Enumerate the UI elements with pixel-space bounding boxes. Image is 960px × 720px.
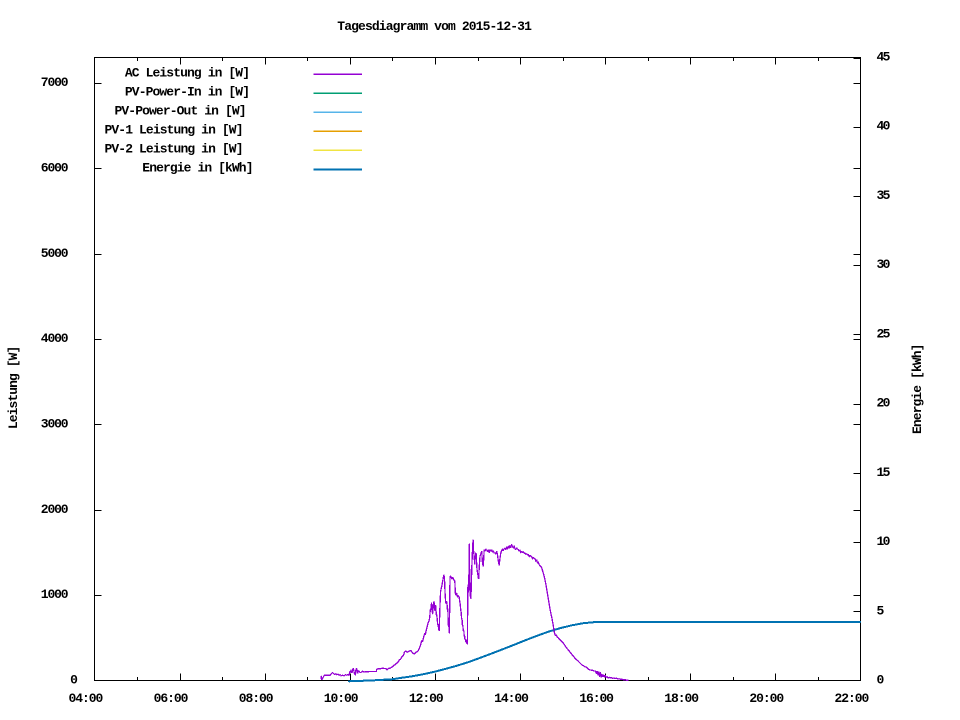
svg-text:14:00: 14:00 [494, 691, 529, 706]
svg-text:20: 20 [877, 396, 891, 411]
svg-text:10:00: 10:00 [324, 691, 359, 706]
svg-text:22:00: 22:00 [835, 691, 870, 706]
svg-text:40: 40 [877, 119, 891, 134]
svg-text:5: 5 [877, 603, 885, 618]
svg-text:PV-Power-In in [W]: PV-Power-In in [W] [125, 84, 250, 99]
svg-text:30: 30 [877, 257, 891, 272]
svg-text:Energie in [kWh]: Energie in [kWh] [142, 160, 253, 175]
svg-text:5000: 5000 [41, 246, 69, 261]
svg-text:25: 25 [877, 326, 891, 341]
svg-text:3000: 3000 [41, 417, 69, 432]
svg-text:Leistung [W]: Leistung [W] [6, 346, 21, 429]
svg-text:6000: 6000 [41, 160, 69, 175]
svg-text:0: 0 [877, 673, 885, 688]
svg-text:0: 0 [70, 673, 78, 688]
svg-text:15: 15 [877, 465, 891, 480]
svg-text:04:00: 04:00 [69, 691, 104, 706]
svg-text:AC Leistung in [W]: AC Leistung in [W] [125, 65, 250, 80]
svg-text:1000: 1000 [41, 587, 69, 602]
svg-text:2000: 2000 [41, 502, 69, 517]
svg-text:20:00: 20:00 [749, 691, 784, 706]
svg-text:08:00: 08:00 [239, 691, 274, 706]
svg-text:Energie [kWh]: Energie [kWh] [910, 344, 925, 434]
svg-text:PV-1 Leistung in [W]: PV-1 Leistung in [W] [105, 122, 244, 137]
svg-text:45: 45 [877, 50, 891, 65]
svg-text:18:00: 18:00 [664, 691, 699, 706]
svg-text:16:00: 16:00 [579, 691, 614, 706]
svg-text:PV-2 Leistung in [W]: PV-2 Leistung in [W] [105, 141, 244, 156]
svg-text:10: 10 [877, 534, 891, 549]
svg-text:PV-Power-Out in [W]: PV-Power-Out in [W] [115, 103, 247, 118]
svg-text:35: 35 [877, 188, 891, 203]
svg-text:Tagesdiagramm vom 2015-12-31: Tagesdiagramm vom 2015-12-31 [337, 19, 532, 34]
svg-text:06:00: 06:00 [154, 691, 189, 706]
svg-text:7000: 7000 [41, 75, 69, 90]
svg-text:12:00: 12:00 [409, 691, 444, 706]
svg-text:4000: 4000 [41, 331, 69, 346]
